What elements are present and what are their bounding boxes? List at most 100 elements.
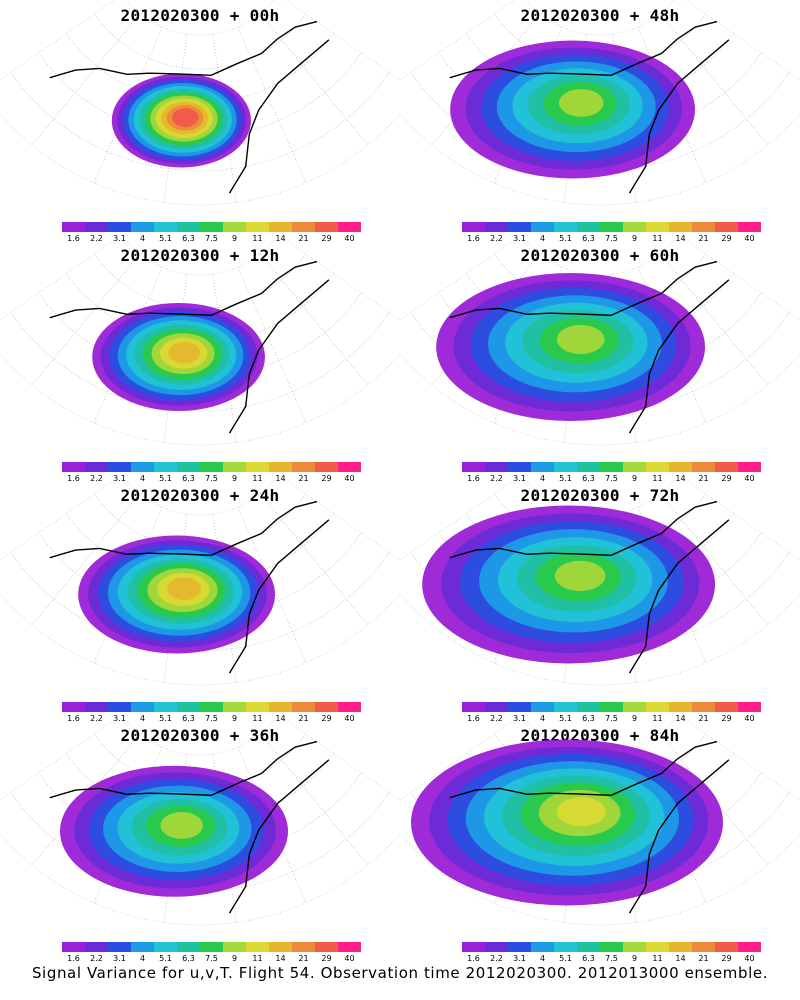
colorbar-tick-label: 7.5	[605, 234, 618, 243]
colorbar-labels: 1.6 2.2 3.1 4 5.1 6.3 7.5 9 11 14 21 29 40	[62, 954, 361, 964]
longitude-gridline	[31, 13, 141, 146]
forecast-panel: 2012020300 + 24h 1.6 2.2 3.1 4 5.1 6.3 7.5 9 11 14…	[0, 480, 400, 723]
colorbar-swatch	[462, 222, 485, 232]
colorbar-tick-label: 5.1	[159, 474, 172, 483]
colorbar-tick-label: 14	[675, 954, 686, 963]
coastline	[228, 519, 330, 674]
colorbar-tick-label: 21	[298, 954, 309, 963]
colorbar-swatch	[646, 942, 669, 952]
colorbar-tick-label: 29	[721, 474, 732, 483]
colorbar-tick-label: 40	[344, 714, 355, 723]
colorbar-tick-label: 11	[252, 954, 263, 963]
colorbar-swatch	[577, 942, 600, 952]
colorbar-swatch	[508, 462, 531, 472]
colorbar-swatch	[554, 462, 577, 472]
colorbar-swatch	[62, 222, 85, 232]
colorbar-swatch	[154, 702, 177, 712]
colorbar-swatch	[623, 702, 646, 712]
colorbar-swatch	[692, 702, 715, 712]
map-plot	[400, 0, 800, 206]
panel-title: 2012020300 + 24h	[120, 486, 280, 505]
colorbar-tick-label: 2.2	[490, 714, 503, 723]
variance-contour	[558, 89, 604, 117]
longitude-gridline	[659, 493, 769, 626]
colorbar-tick-label: 11	[252, 234, 263, 243]
colorbar-tick-label: 4	[539, 714, 546, 723]
colorbar-tick-label: 4	[539, 954, 546, 963]
panel-title: 2012020300 + 60h	[520, 246, 680, 265]
colorbar-tick-label: 11	[652, 714, 663, 723]
latitude-gridline	[94, 13, 306, 70]
colorbar-swatch	[223, 462, 246, 472]
coastline	[49, 20, 318, 79]
forecast-panel: 2012020300 + 12h 1.6 2.2 3.1 4 5.1 6.3 7.5 9 11 14…	[0, 240, 400, 483]
colorbar-swatch	[85, 942, 108, 952]
colorbar-swatch	[131, 462, 154, 472]
colorbar-swatch	[177, 942, 200, 952]
colorbar-tick-label: 29	[721, 954, 732, 963]
colorbar-tick-label: 3.1	[113, 954, 126, 963]
colorbar-tick-label: 9	[231, 954, 238, 963]
colorbar-swatch	[246, 462, 269, 472]
colorbar-tick-label: 9	[631, 474, 638, 483]
colorbar-labels: 1.6 2.2 3.1 4 5.1 6.3 7.5 9 11 14 21 29 40	[462, 714, 761, 724]
colorbar-tick-label: 5.1	[559, 954, 572, 963]
colorbar-tick-label: 1.6	[467, 954, 480, 963]
map-plot	[0, 480, 400, 686]
colorbar-tick-label: 2.2	[490, 954, 503, 963]
colorbar-tick-label: 7.5	[205, 954, 218, 963]
panel-title: 2012020300 + 36h	[120, 726, 280, 745]
colorbar-swatch	[154, 462, 177, 472]
colorbar-swatch	[554, 942, 577, 952]
colorbar-tick-label: 7.5	[205, 474, 218, 483]
colorbar	[62, 462, 361, 472]
colorbar-swatch	[462, 462, 485, 472]
colorbar-tick-label: 9	[231, 474, 238, 483]
colorbar-swatch	[292, 702, 315, 712]
variance-contour	[172, 108, 199, 127]
colorbar-tick-label: 6.3	[582, 234, 595, 243]
panel-title: 2012020300 + 48h	[520, 6, 680, 25]
colorbar-swatch	[531, 702, 554, 712]
colorbar-swatch	[692, 222, 715, 232]
colorbar-swatch	[600, 942, 623, 952]
colorbar-swatch	[177, 462, 200, 472]
colorbar-swatch	[669, 222, 692, 232]
colorbar-tick-label: 1.6	[67, 954, 80, 963]
colorbar-swatch	[600, 462, 623, 472]
colorbar-swatch	[554, 702, 577, 712]
colorbar-swatch	[85, 462, 108, 472]
colorbar-swatch	[269, 942, 292, 952]
colorbar-swatch	[692, 462, 715, 472]
colorbar-swatch	[485, 222, 508, 232]
colorbar-tick-label: 2.2	[90, 474, 103, 483]
colorbar-tick-label: 40	[744, 714, 755, 723]
colorbar-swatch	[223, 942, 246, 952]
colorbar-labels: 1.6 2.2 3.1 4 5.1 6.3 7.5 9 11 14 21 29 40	[462, 474, 761, 484]
colorbar-tick-label: 9	[231, 714, 238, 723]
forecast-panel: 2012020300 + 00h 1.6 2.2 3.1 4 5.1 6.3 7.5 9 11 14…	[0, 0, 400, 243]
colorbar-swatch	[338, 462, 361, 472]
map-domain-outline	[400, 720, 800, 926]
colorbar-swatch	[623, 942, 646, 952]
colorbar-swatch	[577, 222, 600, 232]
colorbar-swatch	[669, 942, 692, 952]
colorbar-swatch	[315, 222, 338, 232]
colorbar-swatch	[531, 942, 554, 952]
forecast-panel: 2012020300 + 36h 1.6 2.2 3.1 4 5.1 6.3 7.5 9 11 14…	[0, 720, 400, 963]
colorbar-swatch	[600, 702, 623, 712]
colorbar-swatch	[715, 222, 738, 232]
colorbar-swatch	[315, 702, 338, 712]
colorbar-tick-label: 14	[275, 714, 286, 723]
colorbar	[462, 462, 761, 472]
colorbar-tick-label: 21	[698, 474, 709, 483]
colorbar-tick-label: 21	[298, 714, 309, 723]
colorbar-swatch	[62, 702, 85, 712]
colorbar-tick-label: 14	[275, 474, 286, 483]
colorbar-tick-label: 29	[321, 234, 332, 243]
colorbar-tick-label: 1.6	[67, 474, 80, 483]
colorbar-tick-label: 6.3	[582, 474, 595, 483]
colorbar-swatch	[531, 462, 554, 472]
colorbar-tick-label: 6.3	[182, 954, 195, 963]
colorbar-tick-label: 7.5	[605, 474, 618, 483]
